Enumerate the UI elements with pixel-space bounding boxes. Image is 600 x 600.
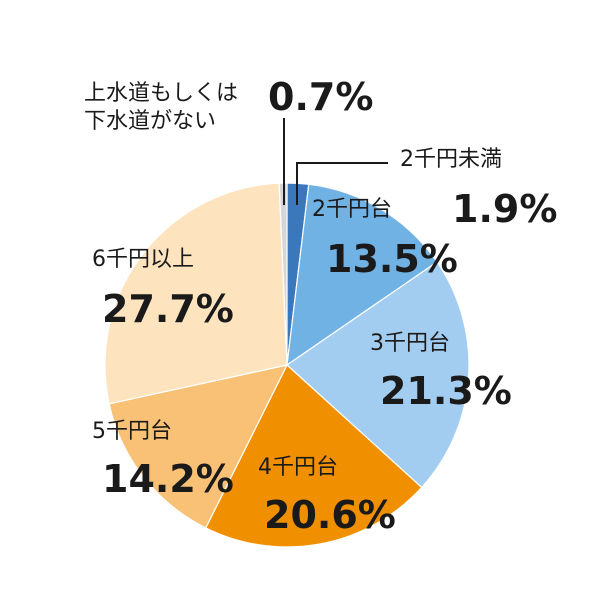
leader-under-2k [296, 162, 388, 205]
value-3k: 21.3% [380, 369, 512, 413]
label-6k-plus: 6千円以上 [92, 247, 194, 272]
label-5k: 5千円台 [92, 419, 172, 444]
pie-slices [104, 182, 470, 548]
value-2k: 13.5% [326, 237, 458, 281]
label-2k: 2千円台 [312, 197, 392, 222]
slice-labels: 上水道もしくは 下水道がない 0.7% 2千円未満 1.9% 2千円台 13.5… [84, 75, 557, 537]
slice-6k-plus [104, 182, 288, 405]
slice-4k [204, 364, 423, 548]
leader-lines [283, 118, 388, 205]
slice-3k [286, 261, 470, 489]
label-no-water-line2: 下水道がない [84, 109, 216, 134]
label-no-water-line1: 上水道もしくは [84, 81, 238, 106]
label-4k: 4千円台 [258, 455, 338, 480]
value-no-water: 0.7% [268, 75, 373, 119]
label-under-2k: 2千円未満 [400, 147, 502, 172]
slice-2k [286, 183, 438, 367]
value-5k: 14.2% [102, 457, 234, 501]
value-under-2k: 1.9% [452, 187, 557, 231]
value-6k-plus: 27.7% [102, 287, 234, 331]
value-4k: 20.6% [264, 493, 396, 537]
label-3k: 3千円台 [370, 331, 450, 356]
slice-5k [108, 364, 289, 529]
